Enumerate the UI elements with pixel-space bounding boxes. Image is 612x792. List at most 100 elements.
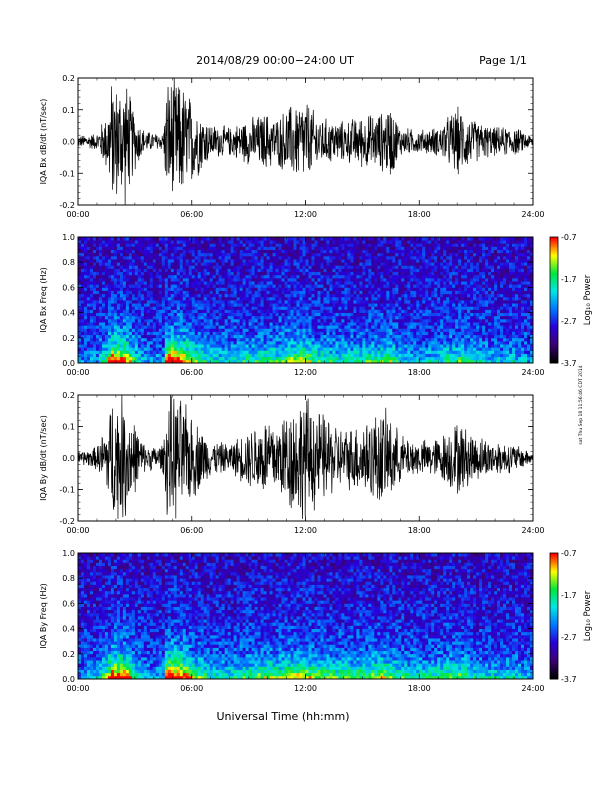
spectrogram-cell: [176, 268, 181, 273]
spectrogram-cell: [152, 331, 157, 336]
spectrogram-cell: [317, 322, 321, 326]
spectrogram-cell: [284, 353, 288, 358]
spectrogram-cell: [212, 350, 217, 354]
spectrogram-cell: [281, 344, 285, 348]
spectrogram-cell: [440, 322, 444, 326]
spectrogram-cell: [377, 249, 381, 254]
spectrogram-cell: [308, 265, 312, 269]
spectrogram-cell: [395, 340, 399, 345]
spectrogram-cell: [173, 318, 178, 323]
spectrogram-cell: [110, 312, 115, 317]
spectrogram-cell: [296, 300, 300, 304]
spectrogram-cell: [206, 237, 211, 241]
spectrogram-cell: [275, 271, 279, 276]
spectrogram-cell: [398, 356, 402, 361]
spectrogram-cell: [401, 315, 405, 320]
spectrogram-cell: [431, 306, 435, 310]
spectrogram-cell: [329, 243, 333, 247]
spectrogram-cell: [356, 281, 360, 285]
spectrogram-cell: [215, 281, 220, 285]
spectrogram-cell: [101, 337, 106, 342]
spectrogram-cell: [407, 255, 411, 260]
spectrogram-cell: [269, 322, 273, 326]
spectrogram-cell: [371, 328, 375, 332]
spectrogram-cell: [320, 306, 324, 310]
spectrogram-cell: [78, 265, 82, 269]
spectrogram-cell: [383, 290, 387, 295]
spectrogram-cell: [401, 344, 405, 348]
spectrogram-cell: [341, 344, 345, 348]
spectrogram-cell: [362, 347, 366, 351]
spectrogram-cell: [80, 274, 85, 279]
spectrogram-cell: [89, 249, 94, 254]
spectrogram-cell: [272, 347, 276, 351]
spectrogram-cell: [359, 340, 363, 345]
spectrogram-cell: [194, 347, 199, 351]
spectrogram-cell: [143, 287, 148, 291]
spectrogram-cell: [182, 309, 187, 313]
spectrogram-cell: [275, 353, 279, 358]
spectrogram-cell: [368, 240, 372, 244]
spectrogram-cell: [383, 300, 387, 304]
spectrogram-cell: [323, 252, 327, 257]
spectrogram-cell: [338, 328, 342, 332]
spectrogram-cell: [296, 237, 300, 241]
spectrogram-cell: [377, 325, 381, 329]
spectrogram-cell: [245, 344, 250, 348]
x-tick-label: 18:00: [408, 210, 431, 219]
spectrogram-cell: [332, 315, 336, 320]
spectrogram-cell: [380, 303, 384, 307]
spectrogram-cell: [425, 350, 429, 354]
spectrogram-cell: [95, 328, 100, 332]
spectrogram-cell: [269, 271, 273, 276]
spectrogram-cell: [410, 306, 414, 310]
spectrogram-cell: [410, 322, 414, 326]
spectrogram-cell: [317, 296, 321, 301]
spectrogram-cell: [266, 252, 270, 257]
spectrogram-cell: [239, 284, 244, 288]
spectrogram-cell: [260, 240, 264, 244]
spectrogram-cell: [275, 303, 279, 307]
spectrogram-cell: [233, 303, 238, 307]
spectrogram-cell: [326, 240, 330, 244]
spectrogram-cell: [227, 318, 232, 323]
spectrogram-cell: [119, 309, 124, 313]
spectrogram-cell: [101, 353, 106, 358]
spectrogram-cell: [134, 359, 139, 364]
spectrogram-cell: [329, 303, 333, 307]
spectrogram-cell: [167, 284, 172, 288]
spectrogram-cell: [287, 322, 291, 326]
spectrogram-cell: [428, 340, 432, 345]
spectrogram-cell: [245, 334, 250, 339]
spectrogram-cell: [137, 262, 142, 266]
spectrogram-cell: [80, 290, 85, 295]
spectrogram-cell: [374, 337, 378, 342]
spectrogram-cell: [122, 334, 127, 339]
spectrogram-cell: [302, 325, 306, 329]
spectrogram-cell: [152, 246, 157, 250]
spectrogram-cell: [395, 277, 399, 282]
spectrogram-cell: [212, 290, 217, 295]
spectrogram-cell: [212, 249, 217, 254]
spectrogram-cell: [227, 340, 232, 345]
spectrogram-cell: [146, 300, 151, 304]
spectrogram-cell: [104, 344, 109, 348]
spectrogram-cell: [152, 290, 157, 295]
spectrogram-cell: [197, 312, 202, 317]
spectrogram-cell: [78, 322, 82, 326]
spectrogram-cell: [437, 337, 441, 342]
spectrogram-cell: [359, 296, 363, 301]
spectrogram-cell: [338, 290, 342, 295]
spectrogram-cell: [272, 296, 276, 301]
spectrogram-cell: [245, 252, 250, 257]
spectrogram-cell: [431, 237, 435, 241]
spectrogram-cell: [293, 284, 297, 288]
spectrogram-cell: [380, 309, 384, 313]
spectrogram-cell: [404, 274, 408, 279]
spectrogram-cell: [248, 243, 253, 247]
spectrogram-cell: [140, 312, 145, 317]
spectrogram-cell: [314, 325, 318, 329]
spectrogram-cell: [263, 293, 267, 298]
spectrogram-cell: [218, 243, 223, 247]
spectrogram-cell: [338, 255, 342, 260]
